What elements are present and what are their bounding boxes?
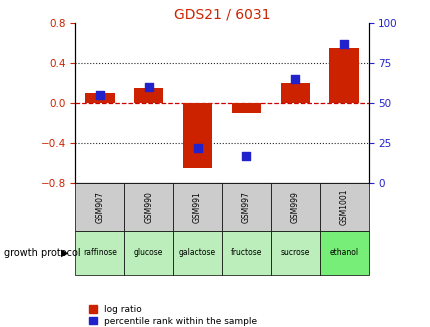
Text: ethanol: ethanol [329,248,358,257]
Text: GSM991: GSM991 [193,191,202,223]
Bar [182,103,212,168]
Text: GSM990: GSM990 [144,191,153,223]
Point [243,153,249,159]
Legend: log ratio, percentile rank within the sample: log ratio, percentile rank within the sa… [88,305,256,326]
Text: GSM999: GSM999 [290,191,299,223]
Point [291,76,298,81]
Point [194,145,200,150]
Text: GSM907: GSM907 [95,191,104,223]
Point [96,92,103,97]
Text: GSM997: GSM997 [241,191,250,223]
Text: galactose: galactose [178,248,215,257]
Text: GSM1001: GSM1001 [339,189,348,225]
Text: fructose: fructose [230,248,261,257]
Text: growth protocol: growth protocol [4,248,81,258]
Text: sucrose: sucrose [280,248,309,257]
Bar [134,88,163,103]
Text: raffinose: raffinose [83,248,117,257]
Point [340,41,347,46]
Bar [85,93,114,103]
Text: glucose: glucose [134,248,163,257]
Bar [231,103,261,113]
Title: GDS21 / 6031: GDS21 / 6031 [173,8,270,22]
Bar [280,83,309,103]
Point [145,84,152,90]
Text: ▶: ▶ [61,248,68,258]
Bar [329,48,358,103]
